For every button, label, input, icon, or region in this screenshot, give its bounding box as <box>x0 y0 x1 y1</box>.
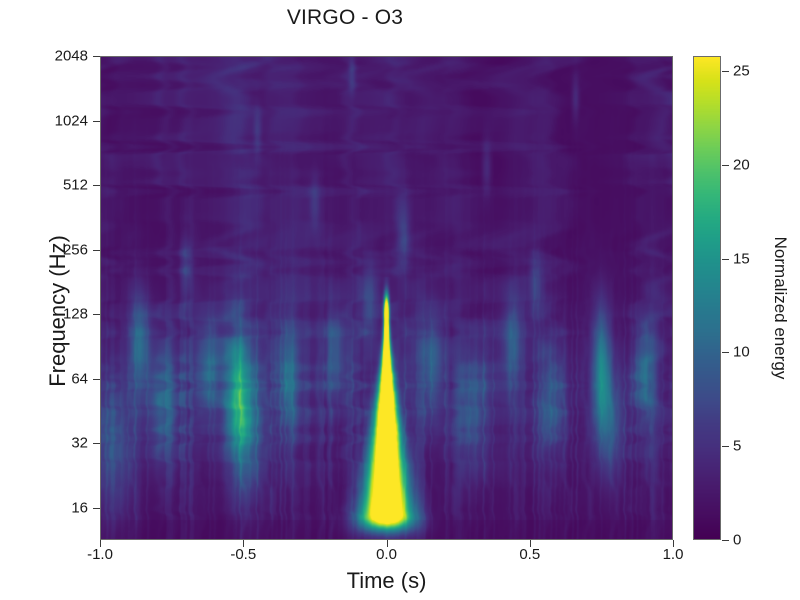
colorbar-tick-label: 10 <box>733 343 750 361</box>
y-axis-ticks: 16 32 64 128 256 512 1024 2048 <box>0 0 100 600</box>
y-tick-label: 512 <box>62 176 88 194</box>
colorbar-tick-mark <box>722 71 729 72</box>
y-tick-label: 16 <box>71 499 88 517</box>
colorbar-tick-label: 5 <box>733 437 742 455</box>
colorbar-tick-label: 20 <box>733 156 750 174</box>
y-tick-mark <box>93 249 100 251</box>
x-tick-label: 0.0 <box>376 546 397 563</box>
colorbar-tick-mark <box>722 446 729 448</box>
x-tick-mark <box>100 540 101 547</box>
spectrogram-image <box>100 56 673 540</box>
x-tick-label: -1.0 <box>87 546 113 563</box>
colorbar-tick-label: 0 <box>733 531 742 549</box>
colorbar-tick-mark <box>722 352 729 354</box>
y-tick-mark <box>93 443 100 445</box>
x-tick-mark <box>529 540 531 547</box>
colorbar-tick-mark <box>722 164 729 166</box>
colorbar-label: Normalized energy <box>771 236 790 380</box>
y-tick-mark <box>93 120 100 122</box>
y-tick-mark <box>93 378 100 380</box>
x-tick-label: 1.0 <box>662 546 684 563</box>
colorbar-tick-mark <box>722 258 729 260</box>
chart-title: VIRGO - O3 <box>286 6 404 29</box>
x-tick-label: 0.5 <box>519 546 541 563</box>
colorbar-tick-label: 25 <box>733 62 750 80</box>
colorbar-tick-mark <box>722 540 729 541</box>
colorbar <box>693 56 721 540</box>
y-tick-label: 2048 <box>54 47 88 65</box>
colorbar-gradient <box>694 57 720 539</box>
spectrogram-plot-area <box>100 56 673 540</box>
x-tick-mark <box>673 540 674 547</box>
y-tick-label: 256 <box>62 241 88 259</box>
y-tick-mark <box>93 56 100 57</box>
x-tick-mark <box>243 540 245 547</box>
y-tick-label: 128 <box>62 305 88 323</box>
x-tick-mark <box>386 540 388 547</box>
y-tick-label: 1024 <box>54 112 88 130</box>
y-tick-mark <box>93 185 100 187</box>
y-tick-label: 32 <box>71 434 88 452</box>
y-tick-mark <box>93 314 100 316</box>
y-tick-mark <box>93 507 100 509</box>
x-axis-label: Time (s) <box>346 568 427 593</box>
y-axis-label: Frequency (Hz) <box>45 235 70 387</box>
y-tick-label: 64 <box>71 370 88 388</box>
x-tick-label: -0.5 <box>230 546 257 563</box>
colorbar-tick-label: 15 <box>733 250 750 268</box>
